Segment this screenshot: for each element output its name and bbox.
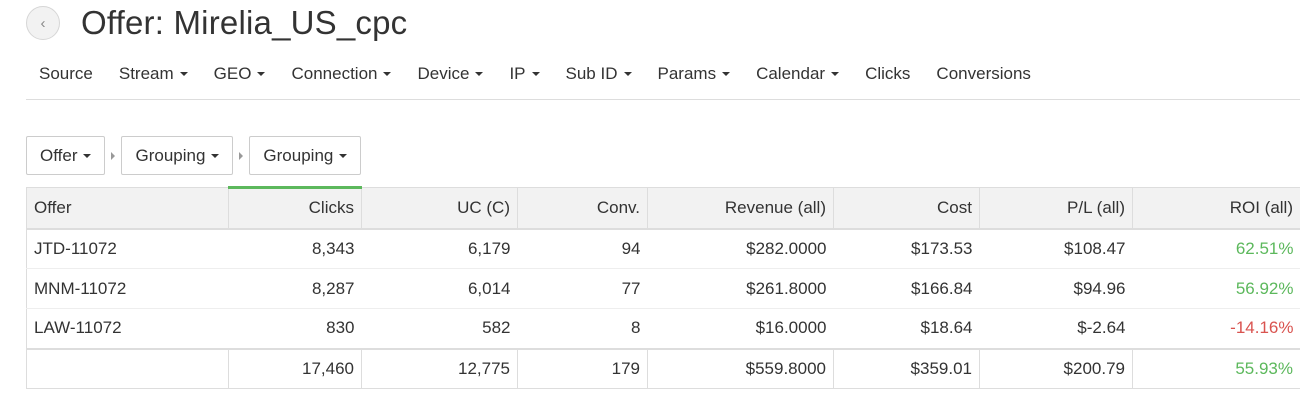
- separator: [233, 151, 249, 160]
- cell-offer: JTD-11072: [26, 228, 229, 269]
- tab-device[interactable]: Device: [404, 56, 496, 92]
- column-header-uc-c[interactable]: UC (C): [361, 187, 518, 230]
- column-header-roi-all[interactable]: ROI (all): [1132, 187, 1300, 230]
- tab-label: Clicks: [865, 64, 911, 83]
- tab-clicks[interactable]: Clicks: [852, 56, 923, 92]
- total-offer: [26, 347, 229, 389]
- caret-down-icon: [722, 72, 731, 76]
- total-uc: 12,775: [361, 347, 518, 389]
- tab-label: Stream: [118, 64, 174, 83]
- cell-clicks: 8,343: [228, 228, 362, 269]
- cell-pl: $94.96: [979, 268, 1133, 309]
- grouping-dropdown-1[interactable]: Offer: [26, 136, 106, 175]
- chevron-left-icon: ‹: [40, 14, 46, 32]
- cell-cost: $173.53: [833, 228, 980, 269]
- cell-roi: 56.92%: [1132, 268, 1300, 309]
- cell-conv: 8: [517, 308, 648, 349]
- caret-down-icon: [83, 153, 92, 158]
- cell-pl: $-2.64: [979, 308, 1133, 349]
- cell-uc: 6,014: [361, 268, 518, 309]
- tab-label: IP: [509, 64, 526, 83]
- tab-conversions[interactable]: Conversions: [923, 56, 1044, 92]
- tab-label: Conversions: [936, 64, 1031, 83]
- caret-down-icon: [623, 72, 632, 76]
- cell-revenue: $282.0000: [647, 228, 834, 269]
- tab-geo[interactable]: GEO: [201, 56, 279, 92]
- table-body: JTD-11072 8,343 6,179 94 $282.0000 $173.53 $10…: [26, 228, 1300, 349]
- caret-down-icon: [531, 72, 540, 76]
- column-header-p-l-all[interactable]: P/L (all): [979, 187, 1133, 230]
- caret-down-icon: [475, 72, 484, 76]
- column-header-revenue-all[interactable]: Revenue (all): [647, 187, 834, 230]
- cell-clicks: 830: [228, 308, 362, 349]
- table-row: MNM-11072 8,287 6,014 77 $261.8000 $166.84 $94…: [26, 268, 1300, 309]
- tab-source[interactable]: Source: [26, 56, 106, 92]
- report-tabs: Source Stream GEO Connection Device IP Sub ID P…: [26, 56, 1300, 100]
- total-clicks: 17,460: [228, 347, 362, 389]
- cell-cost: $166.84: [833, 268, 980, 309]
- tab-label: Sub ID: [565, 64, 618, 83]
- caret-down-icon: [211, 153, 220, 158]
- cell-cost: $18.64: [833, 308, 980, 349]
- grouping-dropdown-label: Grouping: [263, 145, 334, 165]
- column-header-conv[interactable]: Conv.: [517, 187, 648, 230]
- tab-sub-id[interactable]: Sub ID: [553, 56, 645, 92]
- tab-label: GEO: [213, 64, 252, 83]
- total-cost: $359.01: [833, 347, 980, 389]
- column-header-offer[interactable]: Offer: [26, 187, 229, 230]
- tab-ip[interactable]: IP: [496, 56, 552, 92]
- caret-down-icon: [339, 153, 348, 158]
- cell-offer: MNM-11072: [26, 268, 229, 309]
- column-header-cost[interactable]: Cost: [833, 187, 980, 230]
- total-roi: 55.93%: [1132, 347, 1300, 389]
- column-header-clicks[interactable]: Clicks: [228, 186, 362, 230]
- tab-connection[interactable]: Connection: [278, 56, 404, 92]
- page-title: Offer: Mirelia_US_cpc: [81, 4, 408, 41]
- cell-pl: $108.47: [979, 228, 1133, 269]
- grouping-dropdown-3[interactable]: Grouping: [249, 136, 362, 175]
- cell-uc: 582: [361, 308, 518, 349]
- caret-down-icon: [831, 72, 840, 76]
- caret-right-icon: [111, 151, 116, 160]
- total-pl: $200.79: [979, 347, 1133, 389]
- caret-down-icon: [179, 72, 188, 76]
- cell-conv: 77: [517, 268, 648, 309]
- tab-label: Params: [657, 64, 717, 83]
- grouping-filters: Offer Grouping Grouping: [26, 136, 362, 175]
- cell-roi: -14.16%: [1132, 308, 1300, 349]
- page-header: ‹ Offer: Mirelia_US_cpc: [26, 4, 407, 42]
- separator: [105, 151, 121, 160]
- cell-revenue: $16.0000: [647, 308, 834, 349]
- total-revenue: $559.8000: [647, 347, 834, 389]
- caret-right-icon: [239, 151, 244, 160]
- table-totals-row: 17,460 12,775 179 $559.8000 $359.01 $200.79 55…: [26, 347, 1300, 389]
- tab-label: Connection: [291, 64, 378, 83]
- grouping-dropdown-label: Offer: [40, 145, 78, 165]
- tab-calendar[interactable]: Calendar: [743, 56, 852, 92]
- cell-uc: 6,179: [361, 228, 518, 269]
- caret-down-icon: [383, 72, 392, 76]
- tab-params[interactable]: Params: [645, 56, 744, 92]
- tab-label: Calendar: [756, 64, 826, 83]
- total-conv: 179: [517, 347, 648, 389]
- report-table: Offer Clicks UC (C) Conv. Revenue (all) Cost P…: [26, 186, 1300, 389]
- cell-revenue: $261.8000: [647, 268, 834, 309]
- tab-label: Device: [417, 64, 470, 83]
- caret-down-icon: [257, 72, 266, 76]
- table-header-row: Offer Clicks UC (C) Conv. Revenue (all) Cost P…: [26, 186, 1300, 230]
- cell-offer: LAW-11072: [26, 308, 229, 349]
- table-row: LAW-11072 830 582 8 $16.0000 $18.64 $-2.64 -14.…: [26, 308, 1300, 349]
- grouping-dropdown-2[interactable]: Grouping: [121, 136, 234, 175]
- grouping-dropdown-label: Grouping: [135, 145, 206, 165]
- report-table-wrap: Offer Clicks UC (C) Conv. Revenue (all) Cost P…: [26, 186, 1300, 389]
- cell-clicks: 8,287: [228, 268, 362, 309]
- tab-stream[interactable]: Stream: [106, 56, 201, 92]
- tab-label: Source: [39, 64, 93, 83]
- table-row: JTD-11072 8,343 6,179 94 $282.0000 $173.53 $10…: [26, 228, 1300, 269]
- back-button[interactable]: ‹: [26, 6, 60, 40]
- cell-roi: 62.51%: [1132, 228, 1300, 269]
- cell-conv: 94: [517, 228, 648, 269]
